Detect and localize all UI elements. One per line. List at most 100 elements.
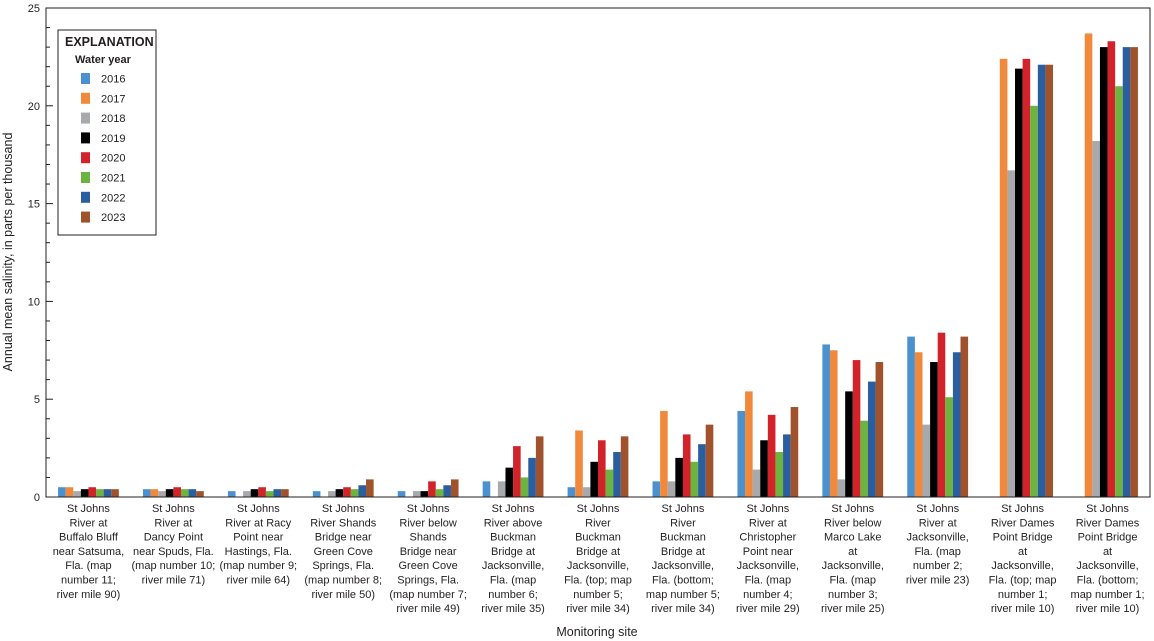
x-category-label-line: Fla. (top; map (564, 575, 632, 587)
x-category-label-line: Green Cove (314, 546, 373, 558)
x-category-label-line: Jacksonville, (822, 560, 884, 572)
y-tick-label: 15 (28, 199, 40, 211)
x-category-label-line: River at Racy (225, 517, 292, 529)
bar-2017-site-11 (914, 352, 923, 497)
plot-frame (45, 7, 1151, 498)
x-category-label-line: at (1103, 546, 1112, 558)
y-axis: 0 5 10 15 20 25 (28, 3, 53, 504)
x-category-label-line: river mile 23) (906, 575, 970, 587)
x-category-label-line: Buckman (490, 532, 536, 544)
bar-2023-site-6 (535, 436, 544, 497)
x-category-label-line: St Johns (831, 503, 874, 515)
legend-label-2018: 2018 (101, 113, 125, 125)
legend-swatch-2018 (81, 112, 90, 124)
x-category-label-line: (map number 9; (219, 560, 297, 572)
bar-2021-site-4 (350, 489, 359, 497)
legend-swatch-2023 (81, 211, 90, 223)
bar-2021-site-3 (265, 491, 274, 497)
x-category-label-line: near Satsuma, (53, 546, 125, 558)
bar-2022-site-2 (188, 489, 197, 497)
x-category-label-line: Bridge near (400, 546, 457, 558)
bar-2017-site-13 (1084, 33, 1093, 497)
bar-2018-site-12 (1007, 170, 1016, 497)
x-category-label-line: River below (399, 517, 457, 529)
bar-2022-site-6 (528, 457, 536, 497)
x-category-label-line: Shands (409, 532, 447, 544)
legend-swatch-2022 (81, 191, 90, 203)
x-category-label-line: Springs, Fla. (312, 560, 374, 572)
x-category-label-2: St Johns River at Dancy Point near Spuds, F… (132, 503, 216, 587)
bar-2017-site-8 (660, 410, 668, 497)
bar-2021-site-5 (435, 489, 444, 497)
x-category-label-12: St Johns River Dames Point Bridge at Jackson… (989, 503, 1057, 615)
bar-2022-site-7 (613, 452, 621, 497)
x-category-label-line: Jacksonville, (652, 560, 714, 572)
bar-2023-site-13 (1130, 47, 1138, 498)
x-category-label-line: number 3; (828, 589, 878, 601)
bar-2018-site-11 (922, 424, 931, 497)
bar-2020-site-6 (513, 446, 521, 497)
x-category-label-line: at (1018, 546, 1027, 558)
x-category-label-5: St Johns River below Shands Bridge near Gree… (389, 503, 467, 615)
x-category-label-4: St Johns River Shands Bridge near Green Cov… (304, 503, 382, 601)
bar-2020-site-4 (343, 487, 351, 497)
bar-2020-site-2 (173, 487, 181, 497)
bar-2022-site-4 (358, 485, 367, 497)
x-category-labels: St Johns River at Buffalo Bluff near Satsum… (53, 503, 1145, 615)
x-category-label-line: Hastings, Fla. (225, 546, 292, 558)
x-category-label-line: St Johns (492, 503, 535, 515)
x-category-label-line: River (585, 517, 611, 529)
bar-2017-site-1 (65, 487, 74, 497)
x-category-label-9: St Johns River at Christopher Point near Jac… (736, 503, 800, 615)
bar-2017-site-12 (999, 58, 1008, 498)
bar-2019-site-7 (590, 461, 598, 497)
x-category-label-1: St Johns River at Buffalo Bluff near Satsum… (53, 503, 125, 601)
bar-2018-site-9 (752, 469, 761, 497)
bar-2017-site-7 (575, 430, 583, 497)
bar-2022-site-3 (273, 489, 282, 497)
bar-2023-site-5 (450, 479, 459, 497)
bar-2018-site-10 (837, 479, 846, 497)
bar-2017-site-9 (745, 391, 753, 497)
x-category-label-line: Fla. (map (914, 546, 960, 558)
x-category-label-line: river mile 49) (396, 603, 460, 615)
x-category-label-line: (map number 8; (304, 575, 382, 587)
y-axis-title: Annual mean salinity, in parts per thous… (1, 133, 15, 372)
x-category-label-line: River Dames (991, 517, 1055, 529)
x-category-label-line: number 5; (573, 589, 623, 601)
x-category-label-line: Fla. (bottom; (1077, 575, 1139, 587)
bar-2019-site-1 (80, 489, 89, 497)
bar-2016-site-4 (312, 491, 321, 497)
bar-2020-site-3 (258, 487, 266, 497)
x-category-label-line: St Johns (662, 503, 705, 515)
x-category-label-line: Dancy Point (144, 532, 203, 544)
y-tick-label: 10 (28, 296, 40, 308)
x-category-label-line: Point near (743, 546, 793, 558)
bar-2020-site-11 (937, 332, 946, 497)
bar-2016-site-7 (567, 487, 576, 497)
x-category-label-line: Jacksonville, (1076, 560, 1138, 572)
bar-2018-site-6 (497, 481, 506, 497)
x-category-label-line: River at (749, 517, 787, 529)
x-category-label-line: river mile 29) (736, 603, 800, 615)
y-tick-label: 25 (28, 3, 40, 15)
bar-2022-site-8 (698, 444, 706, 497)
x-category-label-6: St Johns River above Buckman Bridge at Jacks… (481, 503, 545, 615)
x-category-label-line: St Johns (67, 503, 110, 515)
bar-2021-site-9 (775, 452, 784, 497)
y-tick-label: 5 (34, 394, 40, 406)
x-category-label-line: number 2; (913, 560, 963, 572)
x-category-label-line: Buckman (575, 532, 621, 544)
bar-2018-site-13 (1092, 141, 1100, 497)
legend-label-2023: 2023 (101, 212, 125, 224)
x-category-label-13: St Johns River Dames Point Bridge at Jackson… (1071, 503, 1145, 615)
bar-2019-site-4 (335, 489, 344, 497)
x-category-label-line: Jacksonville, (567, 560, 629, 572)
x-category-label-line: River at (154, 517, 192, 529)
x-category-label-line: river mile 50) (311, 589, 375, 601)
bar-2022-site-1 (103, 489, 112, 497)
x-category-label-line: Bridge at (661, 546, 705, 558)
bar-2023-site-12 (1045, 64, 1054, 497)
bar-2022-site-11 (952, 352, 961, 497)
